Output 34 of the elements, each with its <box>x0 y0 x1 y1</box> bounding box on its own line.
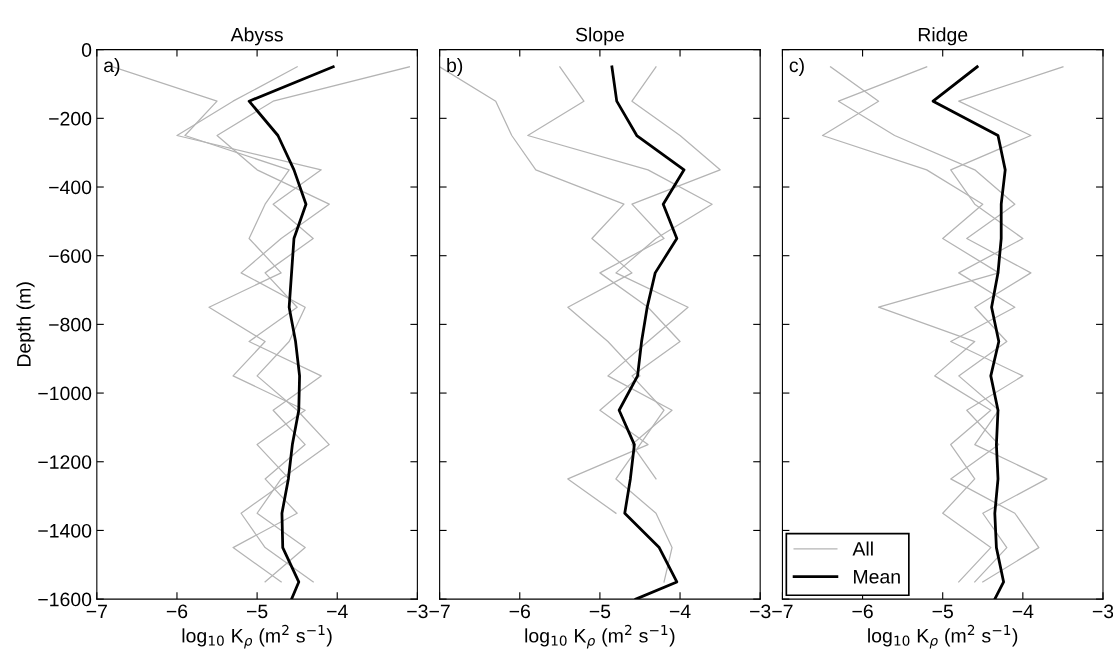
y-tick-label: −1000 <box>38 386 92 401</box>
y-tick-label: −800 <box>49 317 92 332</box>
annotation: b) <box>447 57 463 77</box>
annotation: c) <box>789 57 804 77</box>
y-tick-label: −1200 <box>38 455 92 469</box>
annotation: a) <box>104 57 120 77</box>
x-tick-label: −3 <box>407 604 428 619</box>
x-tick-label: −5 <box>246 604 268 619</box>
x-tick-label: −5 <box>589 604 611 619</box>
x-tick-label: −4 <box>327 604 348 619</box>
legend-label: All <box>852 541 873 556</box>
legend-label: Mean <box>854 570 900 584</box>
x-tick-label: −6 <box>852 604 873 619</box>
y-tick-label: −1400 <box>38 523 92 538</box>
x-tick-label: −6 <box>166 604 188 619</box>
x-tick-label: −7 <box>772 604 793 619</box>
chart-title: Slope <box>575 27 624 46</box>
x-tick-label: −5 <box>932 604 953 619</box>
x-tick-label: −3 <box>750 604 771 619</box>
chart-title: Abyss <box>230 27 283 46</box>
y-tick-label: −400 <box>49 180 92 195</box>
x-tick-label: −6 <box>509 604 530 619</box>
y-axis-title: Depth (m) <box>16 282 35 366</box>
x-tick-label: −7 <box>429 604 450 619</box>
x-tick-label: −4 <box>669 604 691 619</box>
text: log$_{10}$ K$_{ρ}$ (m$^{2}$ s$^{−1}$) <box>182 624 332 649</box>
text: log$_{10}$ K$_{ρ}$ (m$^{2}$ s$^{−1}$) <box>868 624 1018 649</box>
y-tick-label: −600 <box>49 249 92 263</box>
y-tick-label: −200 <box>49 111 92 126</box>
text: log$_{10}$ K$_{ρ}$ (m$^{2}$ s$^{−1}$) <box>525 624 675 649</box>
y-tick-label: 0 <box>81 43 92 57</box>
x-tick-label: −4 <box>1012 604 1034 619</box>
x-tick-label: −3 <box>1092 604 1113 619</box>
chart-title: Ridge <box>918 27 968 46</box>
